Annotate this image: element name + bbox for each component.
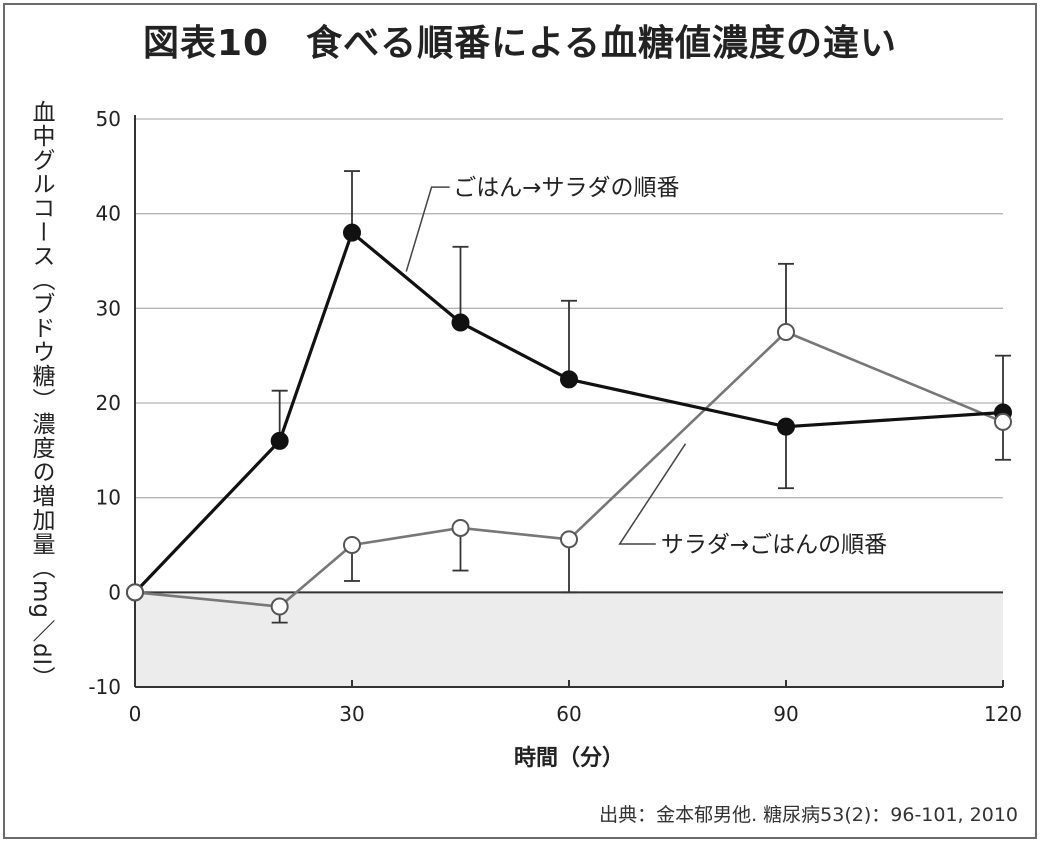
source-citation: 出典：金本郁男他. 糖尿病53(2)：96-101, 2010 [599,804,1018,826]
data-point-series-1 [777,417,795,436]
y-tick-label: 40 [96,202,121,226]
data-point-series-2 [343,536,361,554]
annotation-leader [405,186,450,272]
data-point-series-1 [560,370,578,389]
y-tick-label: 0 [108,580,121,604]
chart-title: 図表10 食べる順番による血糖値濃度の違い [142,23,898,64]
y-axis-label: 血中グルコース（ブドウ糖）濃度の増加量（mg／dl） [28,100,54,690]
data-point-series-2 [451,518,470,537]
data-point-series-2 [560,530,578,549]
y-tick-label: 10 [96,486,121,510]
data-point-series-1 [451,313,470,332]
y-tick-label: 20 [96,391,121,415]
data-point-series-2 [270,597,289,616]
y-tick-label: 30 [96,296,121,320]
negative-region-shade [135,592,1003,687]
annotation-label: ごはん→サラダの順番 [453,175,679,201]
x-tick-label: 60 [556,702,581,726]
x-tick-label: 120 [984,702,1022,726]
y-tick-label: -10 [88,675,121,699]
x-tick-label: 30 [339,702,364,726]
y-tick-label: 50 [96,107,121,131]
annotation-label: サラダ→ごはんの順番 [661,532,887,558]
data-point-series-2 [994,412,1012,431]
x-tick-label: 90 [773,702,798,726]
data-point-series-1 [270,431,289,450]
data-point-series-1 [343,223,361,242]
x-axis-label: 時間（分） [514,746,624,771]
annotation-leader [618,443,687,545]
data-point-series-2 [126,583,144,602]
data-point-series-2 [777,323,795,341]
x-tick-label: 0 [129,702,142,726]
